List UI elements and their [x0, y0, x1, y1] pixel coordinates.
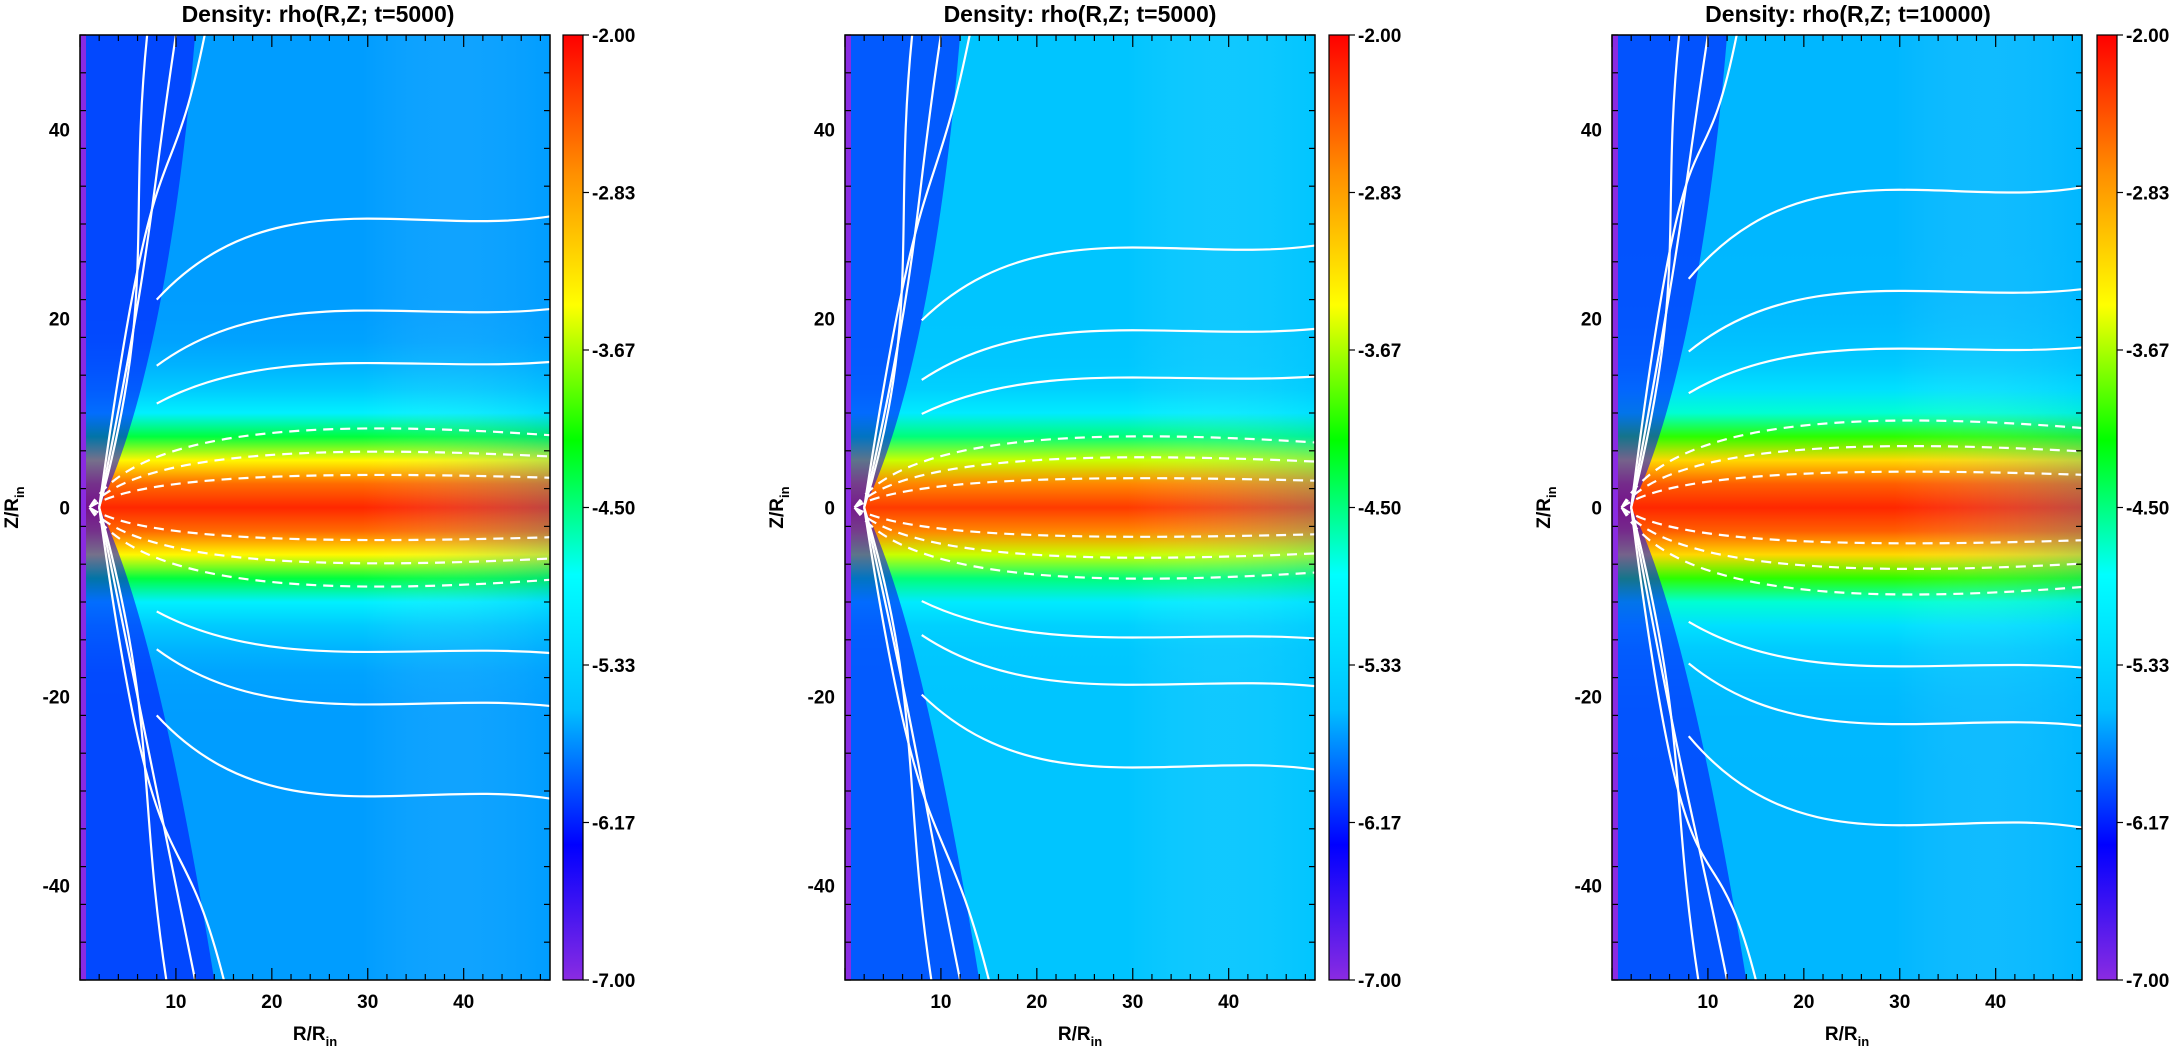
density-map — [845, 35, 1315, 980]
colorbar-tick-label: -7.00 — [1358, 971, 1401, 992]
density-panel-2: 10 20 30 40 -40 -20 0 20 40 Density: rho(R,Z; t=5… — [767, 1, 1401, 1049]
x-tick-label: 40 — [453, 992, 474, 1013]
contour-solid-3 — [1630, 35, 2082, 980]
axis-strip — [80, 35, 86, 980]
contour-dashed-2 — [853, 456, 1315, 559]
x-axis-label: R/Rin — [293, 1024, 337, 1049]
plot-frame — [79, 34, 551, 981]
colorbar-gradient — [562, 34, 584, 981]
contours — [853, 35, 1315, 980]
contour-dashed-3 — [853, 435, 1315, 580]
x-tick-label: 20 — [1026, 992, 1047, 1013]
colorbar: -2.00 -2.83 -3.67 -4.50 -5.33 -6.17 -7.00 — [1328, 26, 1401, 992]
y-tick-label: 40 — [814, 121, 835, 142]
x-tick-label: 20 — [261, 992, 282, 1013]
contour-solid-2 — [1630, 35, 2082, 980]
contour-solid-3 — [98, 35, 550, 980]
x-tick-label: 40 — [1218, 992, 1239, 1013]
y-tick-label: 0 — [824, 499, 835, 520]
radial-fade — [80, 35, 550, 980]
chart-title: Density: rho(R,Z; t=5000) — [944, 1, 1217, 27]
contour-dashed-2 — [88, 450, 550, 565]
contour-dashed-3 — [88, 427, 550, 588]
colorbar-tick-label: -2.00 — [2126, 26, 2169, 47]
colorbar-tick-label: -6.17 — [1358, 814, 1401, 835]
density-panel-3: 10 20 30 40 -40 -20 0 20 40 Density: rho(R,Z; t=1… — [1534, 1, 2169, 1049]
chart-title: Density: rho(R,Z; t=10000) — [1705, 1, 1991, 27]
y-tick-label: -40 — [43, 877, 70, 898]
colorbar-tick-label: -5.33 — [2126, 656, 2169, 677]
y-tick-label: -20 — [1575, 688, 1602, 709]
colorbar-tick-label: -2.83 — [2126, 184, 2169, 205]
plot-frame — [1611, 34, 2083, 981]
y-tick-label: 20 — [49, 310, 70, 331]
colorbar-tick-label: -2.00 — [1358, 26, 1401, 47]
y-tick-label: -40 — [1575, 877, 1602, 898]
y-axis-label: Z/Rin — [767, 486, 792, 528]
x-axis-label: R/Rin — [1825, 1024, 1869, 1049]
x-tick-label: 20 — [1793, 992, 1814, 1013]
contour-dashed-3 — [1620, 419, 2082, 596]
contour-solid-3 — [863, 35, 1315, 980]
tick-marks — [844, 34, 1315, 981]
density-map — [1612, 35, 2082, 980]
x-tick-label: 10 — [1697, 992, 1718, 1013]
tick-marks — [79, 34, 550, 981]
plot-frame — [844, 34, 1316, 981]
x-tick-label: 40 — [1985, 992, 2006, 1013]
colorbar-tick-label: -4.50 — [1358, 499, 1401, 520]
colorbar-tick-label: -4.50 — [2126, 499, 2169, 520]
density-map — [80, 35, 550, 980]
axis-strip — [1612, 35, 1618, 980]
contour-dashed-1 — [1620, 470, 2082, 545]
x-tick-label: 30 — [357, 992, 378, 1013]
y-axis-label: Z/Rin — [1534, 486, 1559, 528]
x-tick-label: 30 — [1122, 992, 1143, 1013]
colorbar-tick-label: -3.67 — [2126, 341, 2169, 362]
contours — [88, 35, 550, 980]
y-tick-label: -20 — [808, 688, 835, 709]
y-tick-label: -20 — [43, 688, 70, 709]
density-panel-1: 10 20 30 40 -40 -20 0 20 40 Density: rho(R,Z; t=5… — [2, 1, 635, 1049]
colorbar-tick-label: -5.33 — [592, 656, 635, 677]
colorbar-tick-label: -4.50 — [592, 499, 635, 520]
colorbar-tick-label: -7.00 — [2126, 971, 2169, 992]
tick-marks — [1611, 34, 2082, 981]
colorbar-tick-label: -2.83 — [592, 184, 635, 205]
colorbar: -2.00 -2.83 -3.67 -4.50 -5.33 -6.17 -7.00 — [2096, 26, 2169, 992]
y-tick-label: -40 — [808, 877, 835, 898]
contours — [1620, 35, 2082, 980]
y-tick-label: 20 — [1581, 310, 1602, 331]
colorbar-tick-label: -6.17 — [2126, 814, 2169, 835]
x-tick-label: 10 — [165, 992, 186, 1013]
x-tick-label: 10 — [930, 992, 951, 1013]
colorbar-tick-label: -2.83 — [1358, 184, 1401, 205]
colorbar-tick-label: -3.67 — [1358, 341, 1401, 362]
contour-solid-2 — [98, 35, 550, 980]
contour-dashed-2 — [1620, 444, 2082, 571]
colorbar-gradient — [1328, 34, 1350, 981]
colorbar-tick-label: -3.67 — [592, 341, 635, 362]
axis-strip — [845, 35, 851, 980]
colorbar-tick-label: -5.33 — [1358, 656, 1401, 677]
y-tick-label: 40 — [1581, 121, 1602, 142]
y-axis-label: Z/Rin — [2, 486, 27, 528]
colorbar-tick-label: -6.17 — [592, 814, 635, 835]
x-axis-label: R/Rin — [1058, 1024, 1102, 1049]
y-tick-label: 0 — [59, 499, 70, 520]
x-tick-label: 30 — [1889, 992, 1910, 1013]
colorbar-gradient — [2096, 34, 2118, 981]
y-tick-label: 0 — [1591, 499, 1602, 520]
chart-title: Density: rho(R,Z; t=5000) — [182, 1, 455, 27]
radial-fade — [845, 35, 1315, 980]
contour-solid-1 — [98, 35, 550, 980]
colorbar: -2.00 -2.83 -3.67 -4.50 -5.33 -6.17 -7.00 — [562, 26, 635, 992]
contour-solid-2 — [863, 35, 1315, 980]
colorbar-tick-label: -7.00 — [592, 971, 635, 992]
y-tick-label: 20 — [814, 310, 835, 331]
colorbar-tick-label: -2.00 — [592, 26, 635, 47]
y-tick-label: 40 — [49, 121, 70, 142]
